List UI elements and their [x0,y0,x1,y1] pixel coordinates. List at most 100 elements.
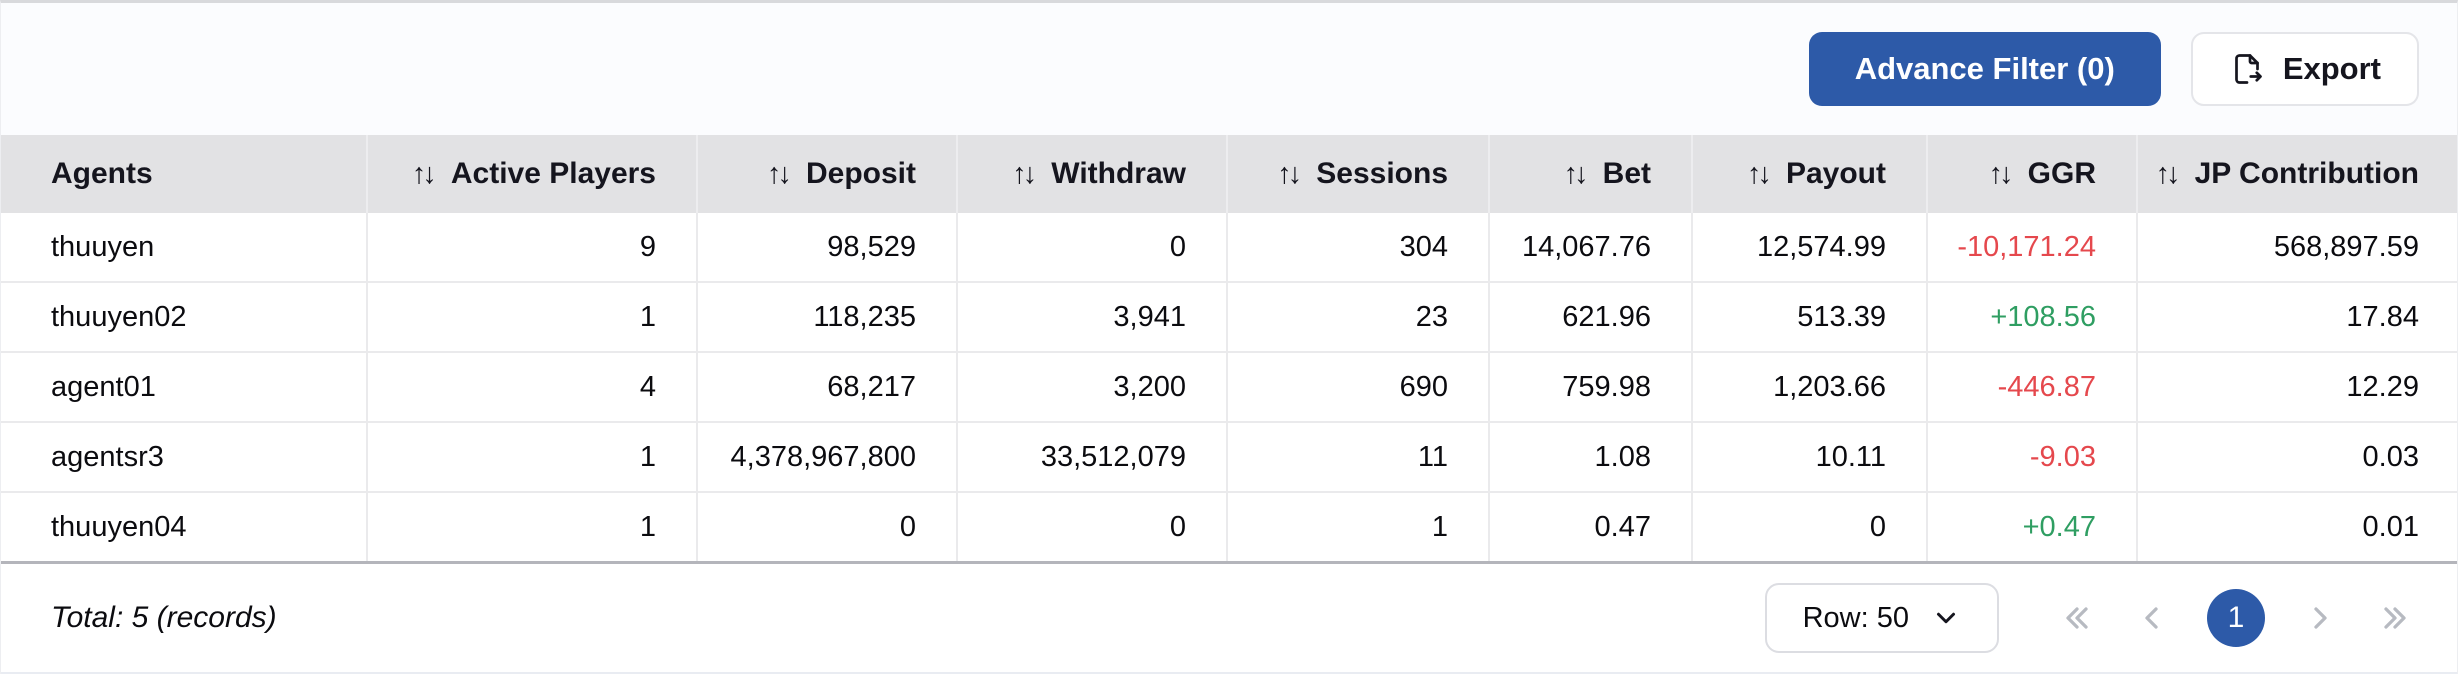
cell-ggr: -446.87 [1926,353,2136,421]
cell-agent: thuuyen02 [51,300,187,333]
sort-icon[interactable]: ↑↓ [1746,157,1772,190]
footer-controls: Row: 50 [1764,583,2417,653]
header-label: GGR [2027,157,2096,190]
toolbar: Advance Filter (0) Export [1,3,2457,135]
cell-agent: thuuyen [51,230,155,263]
header-label: Payout [1785,157,1886,190]
header-cell-active-players[interactable]: ↑↓ Active Players [366,135,696,213]
rows-per-page-select[interactable]: Row: 50 [1764,583,1999,653]
chevron-left-icon [2135,600,2171,636]
header-cell-bet[interactable]: ↑↓ Bet [1488,135,1691,213]
header-label: Bet [1602,157,1651,190]
cell-bet: 0.47 [1488,493,1691,561]
cell-withdraw: 0 [956,493,1226,561]
cell-active-players: 4 [366,353,696,421]
first-page-button[interactable] [2055,600,2099,636]
header-cell-agents: Agents [1,135,366,213]
last-page-button[interactable] [2373,600,2417,636]
chevrons-left-icon [2059,600,2095,636]
cell-sessions: 1 [1226,493,1488,561]
cell-deposit: 118,235 [696,283,956,351]
header-label: JP Contribution [2194,157,2419,190]
sort-icon[interactable]: ↑↓ [1277,157,1302,190]
cell-payout: 10.11 [1691,423,1926,491]
table-row: thuuyen02 1 118,235 3,941 23 621.96 513.39 +108… [1,281,2457,351]
export-button-label: Export [2282,51,2381,86]
cell-bet: 1.08 [1488,423,1691,491]
cell-ggr: +0.47 [1926,493,2136,561]
cell-agent: agentsr3 [51,440,164,473]
table-body: thuuyen 9 98,529 0 304 14,067.76 12,574.99 -10,… [1,213,2457,564]
cell-sessions: 304 [1226,213,1488,281]
cell-bet: 621.96 [1488,283,1691,351]
advance-filter-button[interactable]: Advance Filter (0) [1808,32,2161,106]
cell-payout: 12,574.99 [1691,213,1926,281]
cell-active-players: 1 [366,493,696,561]
cell-ggr: -9.03 [1926,423,2136,491]
cell-agent: thuuyen04 [51,510,187,543]
cell-sessions: 23 [1226,283,1488,351]
cell-deposit: 0 [696,493,956,561]
cell-active-players: 1 [366,423,696,491]
cell-jp-contribution: 568,897.59 [2136,213,2457,281]
header-label: Deposit [805,157,916,190]
cell-withdraw: 3,941 [956,283,1226,351]
table-row: thuuyen 9 98,529 0 304 14,067.76 12,574.99 -10,… [1,213,2457,281]
header-cell-withdraw[interactable]: ↑↓ Withdraw [956,135,1226,213]
cell-jp-contribution: 12.29 [2136,353,2457,421]
table-row: agent01 4 68,217 3,200 690 759.98 1,203.66 -446… [1,351,2457,421]
cell-bet: 759.98 [1488,353,1691,421]
cell-bet: 14,067.76 [1488,213,1691,281]
agents-table: Agents ↑↓ Active Players ↑↓ Deposit ↑↓ Withdra… [1,135,2457,564]
cell-withdraw: 33,512,079 [956,423,1226,491]
header-label: Sessions [1316,157,1448,190]
cell-agent: agent01 [51,370,156,403]
sort-icon[interactable]: ↑↓ [766,157,792,190]
header-cell-payout[interactable]: ↑↓ Payout [1691,135,1926,213]
cell-payout: 1,203.66 [1691,353,1926,421]
cell-sessions: 11 [1226,423,1488,491]
export-button[interactable]: Export [2190,32,2419,106]
total-records-label: Total: 5 (records) [51,601,277,634]
header-label: Active Players [450,157,656,190]
header-cell-ggr[interactable]: ↑↓ GGR [1926,135,2136,213]
sort-icon[interactable]: ↑↓ [2155,157,2181,190]
pagination: 1 [2055,589,2417,647]
file-export-icon [2229,51,2265,87]
cell-ggr: +108.56 [1926,283,2136,351]
cell-deposit: 68,217 [696,353,956,421]
previous-page-button[interactable] [2131,600,2175,636]
cell-payout: 513.39 [1691,283,1926,351]
sort-icon[interactable]: ↑↓ [1563,157,1589,190]
rows-per-page-label: Row: 50 [1802,601,1909,634]
cell-active-players: 9 [366,213,696,281]
page-number-button[interactable]: 1 [2207,589,2265,647]
table-row: agentsr3 1 4,378,967,800 33,512,079 11 1.08 10… [1,421,2457,491]
header-cell-jp-contribution[interactable]: ↑↓ JP Contribution [2136,135,2457,213]
cell-jp-contribution: 17.84 [2136,283,2457,351]
chevron-down-icon [1931,603,1961,633]
cell-jp-contribution: 0.03 [2136,423,2457,491]
header-label: Agents [51,157,153,190]
cell-sessions: 690 [1226,353,1488,421]
header-cell-deposit[interactable]: ↑↓ Deposit [696,135,956,213]
cell-withdraw: 0 [956,213,1226,281]
cell-ggr: -10,171.24 [1926,213,2136,281]
sort-icon[interactable]: ↑↓ [1988,157,2014,190]
cell-jp-contribution: 0.01 [2136,493,2457,561]
cell-active-players: 1 [366,283,696,351]
sort-icon[interactable]: ↑↓ [1012,157,1037,190]
table-header-row: Agents ↑↓ Active Players ↑↓ Deposit ↑↓ Withdra… [1,135,2457,213]
table-footer: Total: 5 (records) Row: 50 [1,564,2457,674]
header-label: Withdraw [1051,157,1186,190]
chevrons-right-icon [2377,600,2413,636]
next-page-button[interactable] [2297,600,2341,636]
table-row: thuuyen04 1 0 0 1 0.47 0 +0.47 0.01 [1,491,2457,561]
cell-deposit: 98,529 [696,213,956,281]
sort-icon[interactable]: ↑↓ [411,157,437,190]
cell-deposit: 4,378,967,800 [696,423,956,491]
cell-payout: 0 [1691,493,1926,561]
header-cell-sessions[interactable]: ↑↓ Sessions [1226,135,1488,213]
chevron-right-icon [2301,600,2337,636]
